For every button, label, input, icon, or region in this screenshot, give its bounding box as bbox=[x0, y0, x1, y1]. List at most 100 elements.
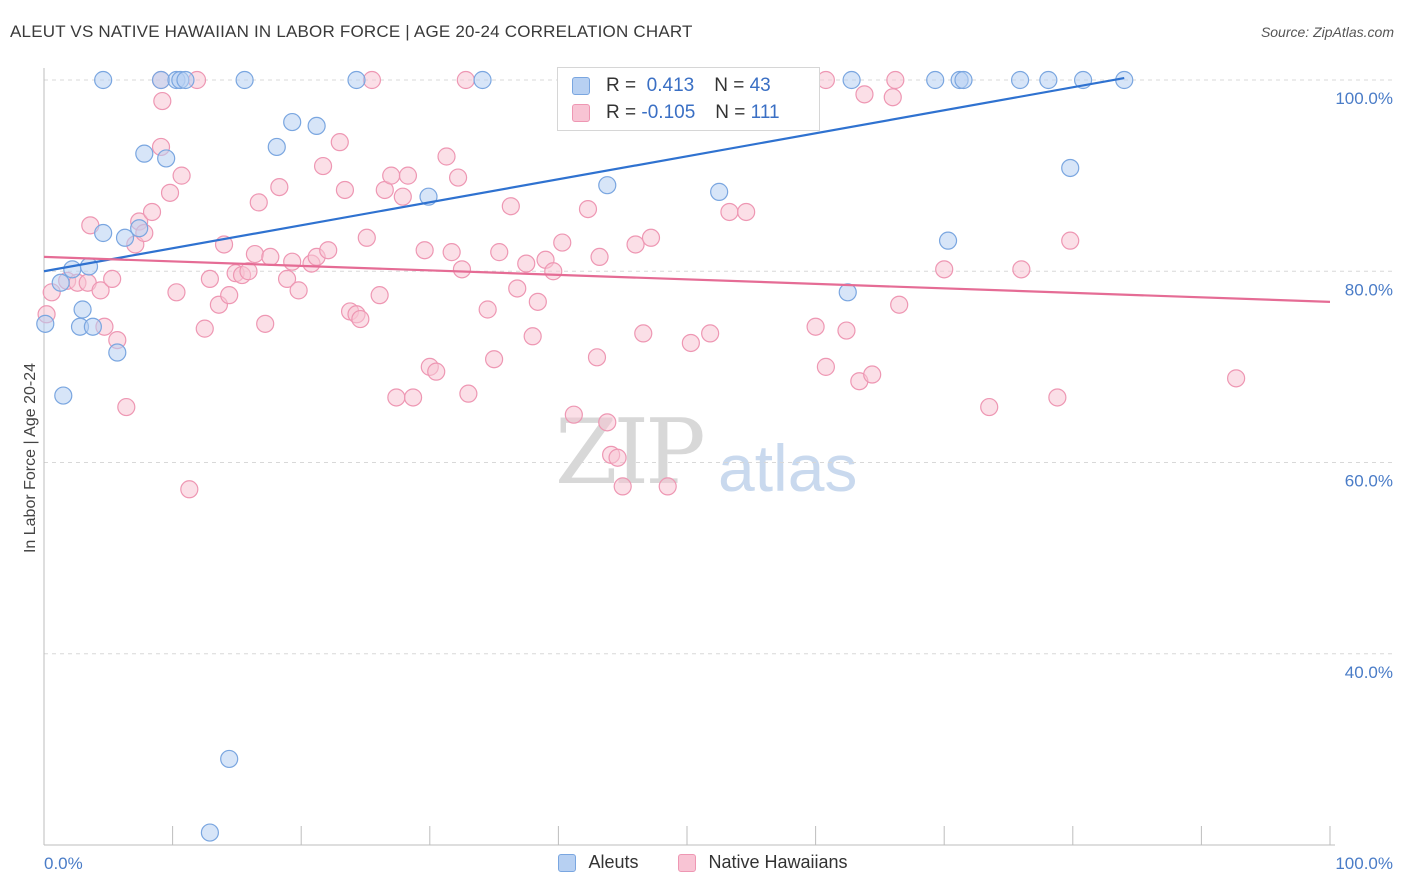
legend-aleuts-r-label: R = bbox=[606, 75, 637, 96]
hawaiian-point-86 bbox=[701, 324, 720, 343]
series-legend-swatch-hawaiians bbox=[678, 853, 697, 872]
legend-hawaiians-n-label: N = bbox=[715, 102, 746, 123]
legend-swatch-aleuts bbox=[572, 77, 590, 95]
source-credit: Source: ZipAtlas.com bbox=[1260, 24, 1394, 40]
hawaiian-point-108 bbox=[886, 70, 905, 90]
chart-title: ALEUT VS NATIVE HAWAIIAN IN LABOR FORCE … bbox=[10, 22, 693, 41]
y-tick-label-1: 60.0% bbox=[1345, 472, 1393, 491]
hawaiian-point-30 bbox=[249, 193, 268, 212]
aleut-point-17 bbox=[283, 112, 302, 132]
aleut-point-26 bbox=[151, 70, 171, 90]
hawaiian-point-98 bbox=[1048, 388, 1067, 407]
legend-row-aleuts: R = 0.413 N = 43 bbox=[572, 74, 771, 98]
hawaiian-point-72 bbox=[553, 233, 572, 252]
hawaiian-point-90 bbox=[816, 357, 835, 376]
aleut-point-15 bbox=[220, 749, 239, 769]
legend-aleuts-n-label: N = bbox=[714, 75, 745, 96]
hawaiian-point-35 bbox=[283, 252, 302, 271]
x-tick-label-0: 0.0% bbox=[44, 854, 83, 873]
native-hawaiians-points bbox=[37, 70, 1246, 499]
aleut-point-3 bbox=[63, 260, 82, 279]
hawaiian-point-85 bbox=[681, 333, 700, 353]
hawaiian-point-95 bbox=[935, 260, 954, 279]
hawaiian-point-73 bbox=[564, 405, 583, 424]
aleut-point-38 bbox=[954, 70, 973, 90]
hawaiian-point-109 bbox=[855, 85, 874, 104]
hawaiian-point-8 bbox=[103, 269, 122, 288]
aleut-point-39 bbox=[1010, 70, 1030, 90]
hawaiian-point-87 bbox=[720, 202, 739, 222]
hawaiian-point-28 bbox=[239, 262, 258, 281]
hawaiian-point-33 bbox=[270, 178, 289, 197]
aleut-trend-line bbox=[43, 77, 1125, 273]
hawaiian-point-51 bbox=[393, 187, 412, 206]
hawaiian-point-83 bbox=[641, 228, 661, 247]
y-tick-label-3: 100.0% bbox=[1335, 89, 1393, 108]
tick-labels: 40.0% 60.0% 80.0% 100.0% 0.0% 100.0% bbox=[44, 89, 1393, 873]
hawaiian-point-32 bbox=[261, 247, 280, 267]
series-legend-label-aleuts: Aleuts bbox=[588, 852, 639, 872]
hawaiian-point-17 bbox=[160, 183, 180, 202]
series-legend-label-hawaiians: Native Hawaiians bbox=[708, 852, 848, 872]
hawaiian-point-61 bbox=[459, 384, 478, 403]
aleut-point-25 bbox=[94, 70, 113, 90]
hawaiian-point-88 bbox=[737, 202, 756, 222]
aleut-point-21 bbox=[710, 182, 729, 201]
legend-aleuts-n-value: 43 bbox=[749, 75, 771, 96]
hawaiian-point-46 bbox=[357, 228, 376, 247]
hawaiian-point-68 bbox=[523, 327, 542, 346]
hawaiian-point-82 bbox=[634, 324, 653, 343]
hawaiian-point-84 bbox=[658, 477, 677, 496]
series-legend-aleuts: Aleuts bbox=[558, 852, 638, 873]
hawaiian-point-110 bbox=[883, 88, 902, 107]
aleut-point-7 bbox=[54, 386, 73, 405]
stats-legend: R = 0.413 N = 43 R = -0.105 N = 111 bbox=[557, 67, 820, 131]
hawaiian-point-80 bbox=[613, 477, 632, 496]
y-tick-label-2: 80.0% bbox=[1345, 280, 1393, 299]
hawaiian-point-54 bbox=[415, 241, 434, 260]
aleut-point-31 bbox=[347, 70, 366, 90]
aleut-point-13 bbox=[157, 149, 176, 168]
hawaiian-point-21 bbox=[195, 319, 214, 338]
hawaiian-point-18 bbox=[167, 283, 186, 302]
series-legend-hawaiians: Native Hawaiians bbox=[678, 852, 848, 873]
aleut-point-29 bbox=[176, 70, 195, 90]
hawaiian-point-19 bbox=[172, 166, 191, 185]
aleut-point-8 bbox=[108, 343, 127, 362]
hawaiian-point-34 bbox=[277, 269, 297, 288]
aleut-point-30 bbox=[235, 70, 254, 90]
legend-swatch-hawaiians bbox=[572, 104, 590, 122]
hawaiian-point-45 bbox=[351, 309, 370, 329]
hawaiian-point-100 bbox=[1227, 369, 1246, 388]
hawaiian-point-41 bbox=[330, 133, 349, 152]
hawaiian-point-63 bbox=[485, 350, 504, 369]
hawaiian-point-42 bbox=[335, 180, 355, 200]
hawaiian-point-60 bbox=[452, 260, 472, 279]
hawaiian-trend-line bbox=[43, 255, 1331, 303]
hawaiian-point-97 bbox=[1012, 260, 1031, 279]
hawaiian-point-14 bbox=[142, 202, 162, 222]
hawaiian-point-56 bbox=[427, 362, 446, 381]
hawaiian-point-67 bbox=[517, 254, 536, 273]
series-legend: Aleuts Native Hawaiians bbox=[0, 852, 1406, 873]
hawaiian-point-57 bbox=[437, 147, 456, 166]
hawaiian-point-40 bbox=[319, 241, 338, 260]
aleut-point-11 bbox=[130, 219, 149, 238]
hawaiian-point-66 bbox=[508, 279, 527, 298]
hawaiian-point-74 bbox=[578, 199, 598, 219]
hawaiian-point-64 bbox=[490, 243, 509, 262]
aleut-point-0 bbox=[36, 314, 55, 333]
hawaiian-point-52 bbox=[398, 166, 418, 185]
hawaiian-point-103 bbox=[362, 70, 382, 90]
legend-hawaiians-r-label: R = bbox=[606, 102, 637, 123]
aleuts-points bbox=[36, 70, 1134, 842]
hawaiian-point-20 bbox=[180, 480, 199, 499]
aleut-point-14 bbox=[200, 823, 219, 842]
hawaiian-point-99 bbox=[1061, 231, 1080, 250]
axes bbox=[43, 68, 1335, 846]
aleut-point-22 bbox=[938, 231, 958, 250]
hawaiian-point-65 bbox=[501, 197, 520, 216]
hawaiian-point-58 bbox=[442, 243, 461, 262]
hawaiian-point-53 bbox=[403, 388, 423, 407]
